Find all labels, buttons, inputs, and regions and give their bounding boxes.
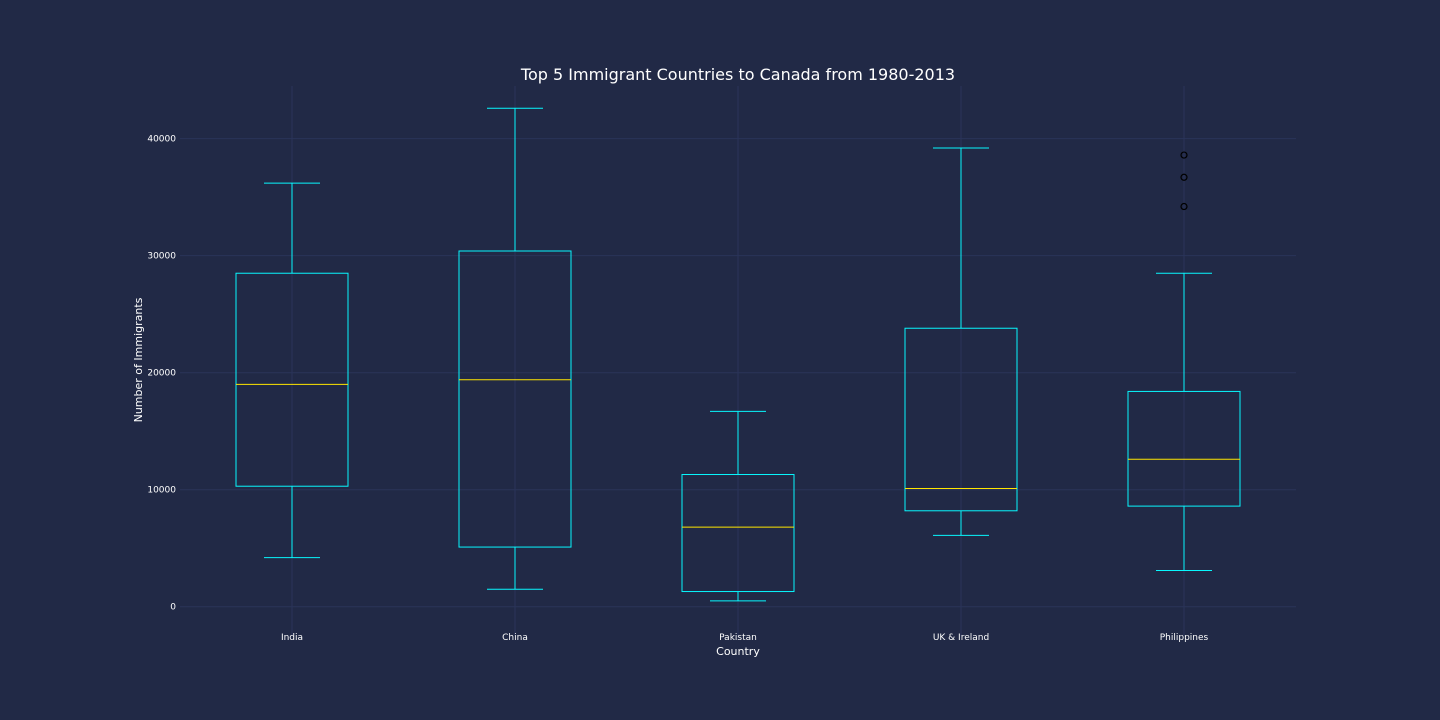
boxes — [235, 107, 1241, 602]
outlier-point — [1180, 151, 1188, 159]
y-axis-label: Number of Immigrants — [132, 297, 145, 422]
x-tick-label: Philippines — [1160, 633, 1209, 643]
y-tick-label: 20000 — [147, 369, 176, 379]
x-tick-label: India — [281, 633, 303, 643]
y-tick-label: 30000 — [147, 252, 176, 262]
box-iqr — [458, 250, 572, 548]
box-group — [681, 410, 795, 602]
box-iqr — [681, 474, 795, 593]
chart-title: Top 5 Immigrant Countries to Canada from… — [520, 65, 955, 84]
x-tick-label: China — [502, 633, 528, 643]
outlier-point — [1180, 202, 1188, 211]
y-tick-label: 10000 — [147, 486, 176, 496]
tick-labels: 0 10000 20000 30000 40000 India China Pakistan U… — [147, 135, 1208, 643]
box-group — [458, 107, 572, 590]
box-iqr — [904, 327, 1018, 512]
y-tick-label: 40000 — [147, 135, 176, 145]
box-iqr — [235, 272, 349, 487]
outlier-point — [1180, 173, 1188, 181]
box-group — [235, 182, 349, 559]
x-tick-label: UK & Ireland — [933, 633, 989, 643]
box-iqr — [1127, 390, 1241, 507]
box-group — [904, 147, 1018, 536]
y-tick-label: 0 — [170, 603, 176, 613]
x-tick-label: Pakistan — [719, 633, 757, 643]
box-group — [1127, 151, 1241, 571]
x-axis-label: Country — [716, 645, 760, 658]
